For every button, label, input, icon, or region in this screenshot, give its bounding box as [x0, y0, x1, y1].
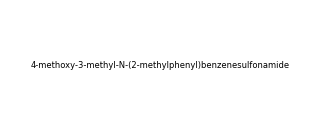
- Text: 4-methoxy-3-methyl-N-(2-methylphenyl)benzenesulfonamide: 4-methoxy-3-methyl-N-(2-methylphenyl)ben…: [30, 62, 290, 70]
